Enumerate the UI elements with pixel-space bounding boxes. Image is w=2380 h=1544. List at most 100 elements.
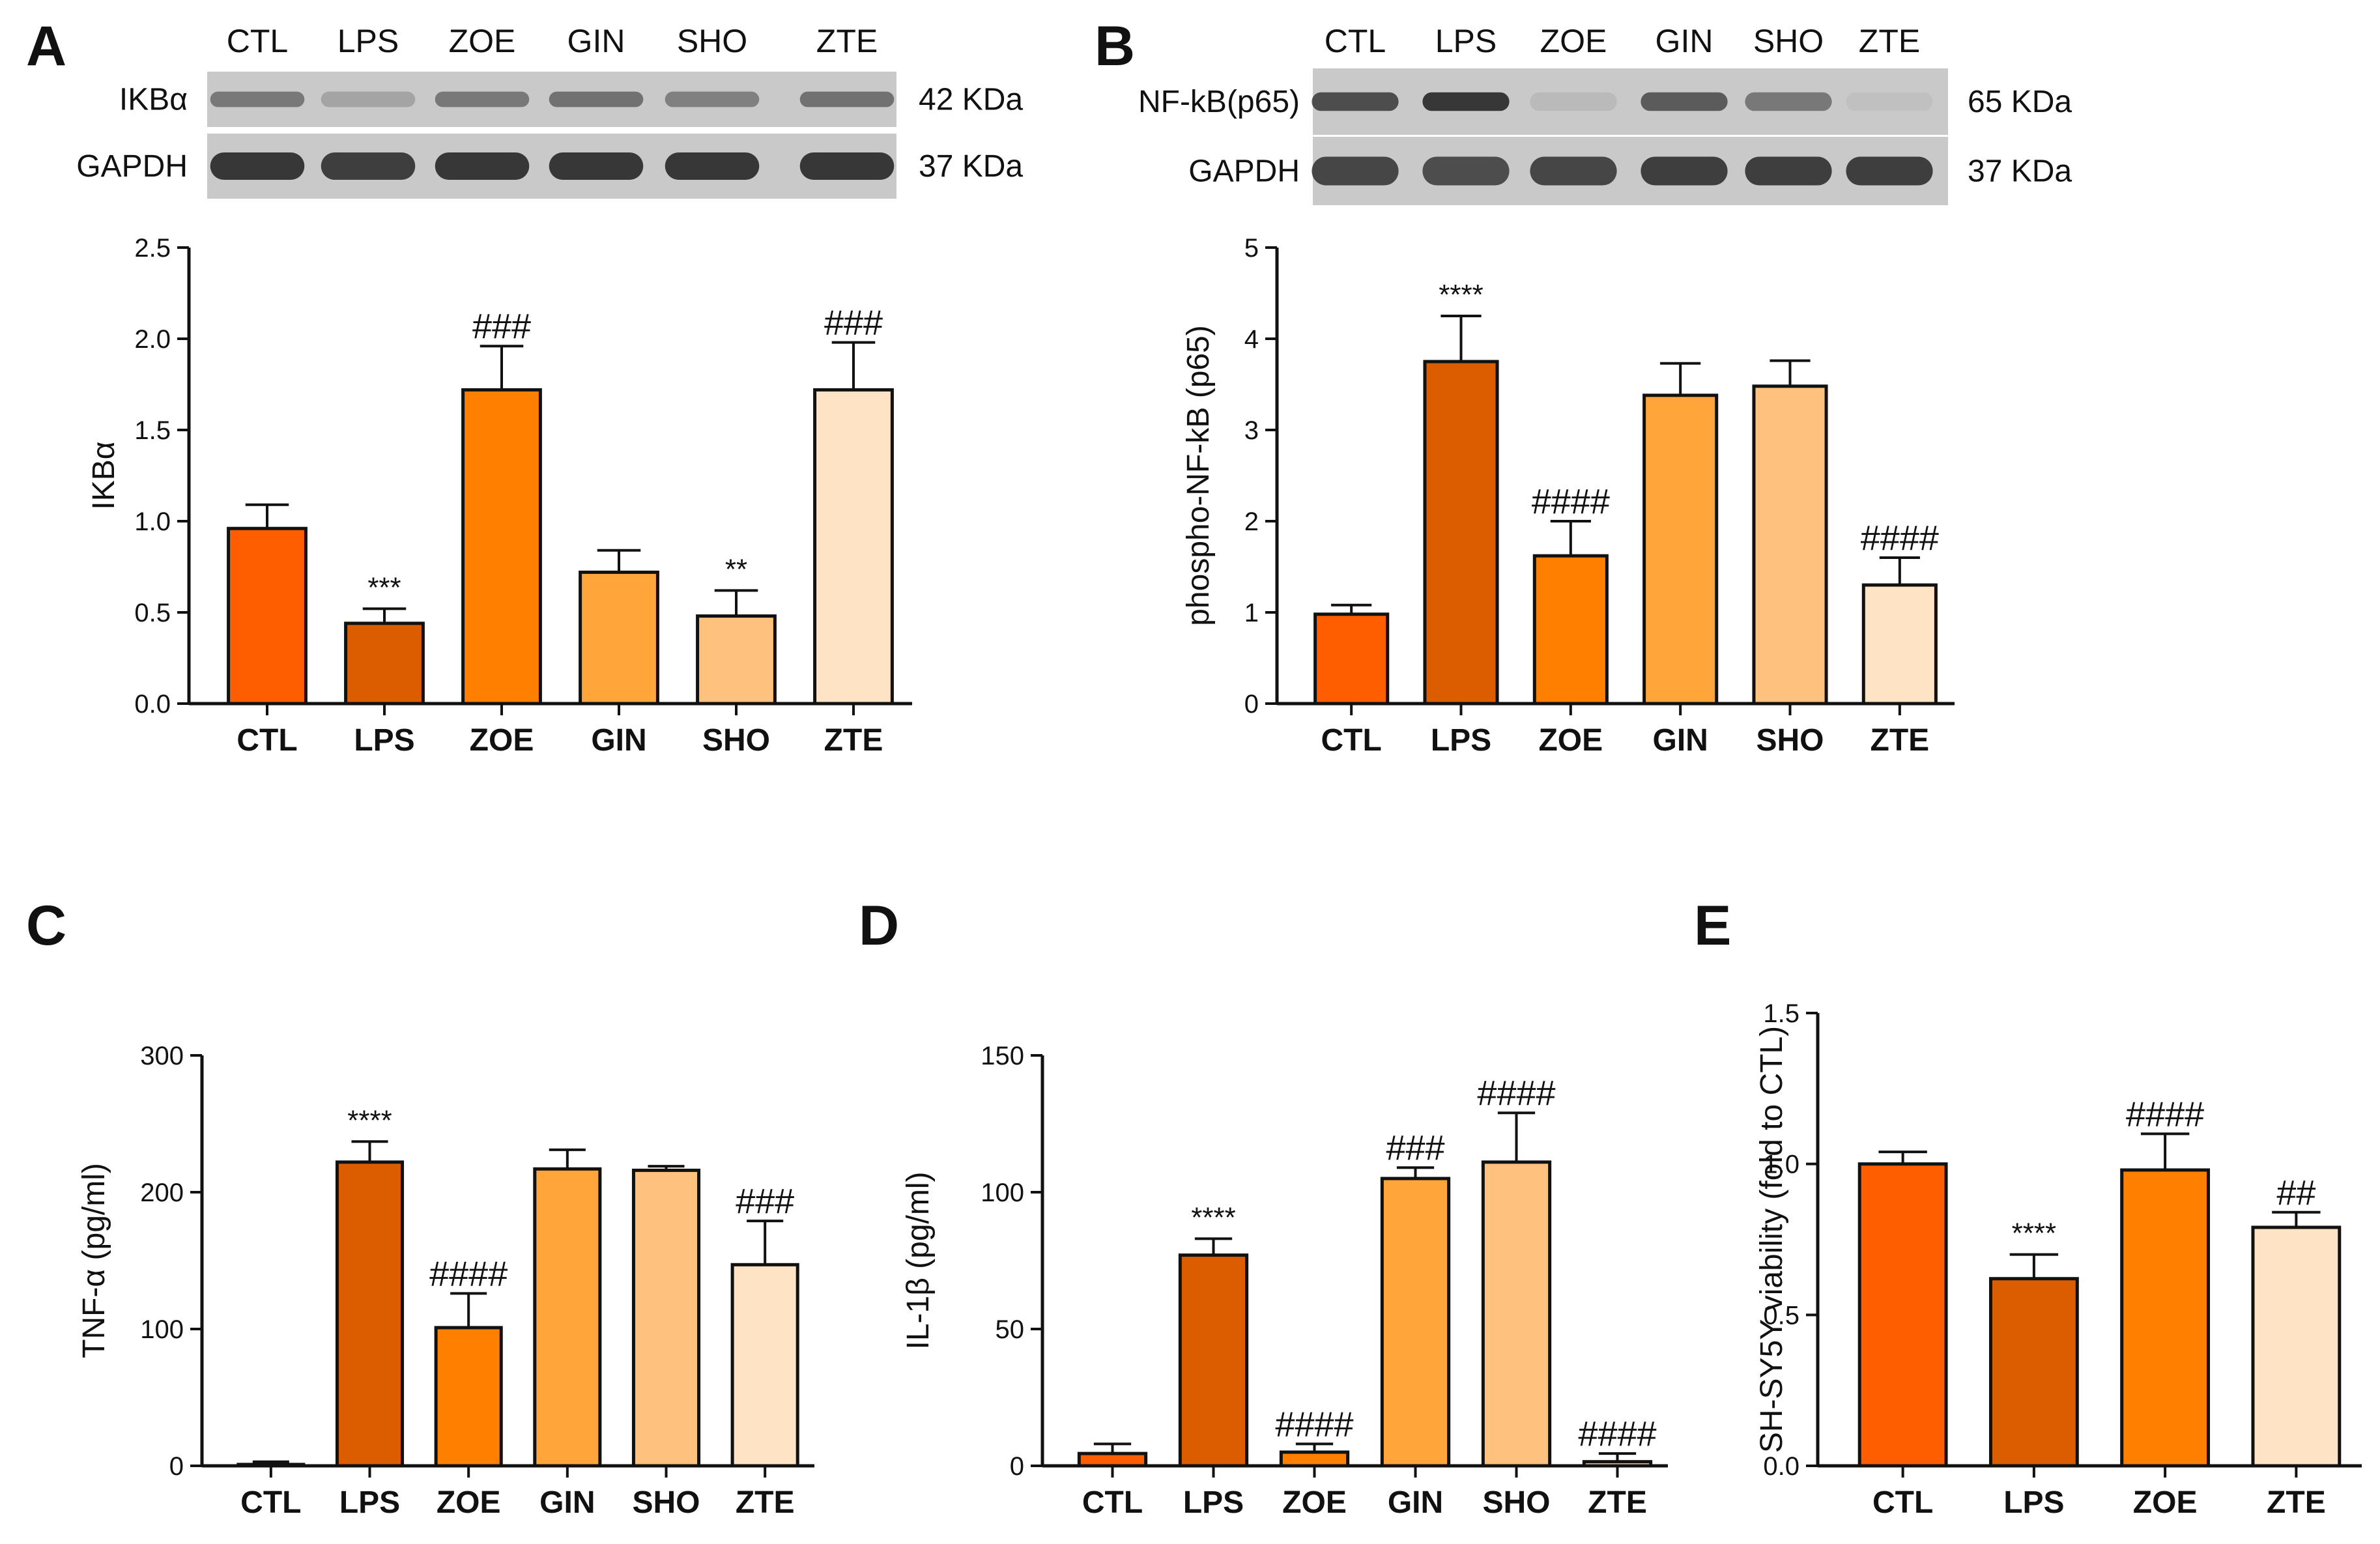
y-tick-label: 0 xyxy=(1010,1452,1024,1481)
western-blot-b: CTL LPS ZOE GIN SHO ZTE NF-kB(p65) 65 KDa GAPDH 3… xyxy=(1095,15,2072,205)
bar-zte xyxy=(1861,583,1938,706)
blot-band-gapdh-gin xyxy=(1641,156,1728,186)
significance-label-zoe: #### xyxy=(429,1254,508,1293)
blot-band-gapdh-ctl xyxy=(210,152,305,180)
panel-letter-b: B xyxy=(1095,15,1135,78)
x-tick-label-ctl: CTL xyxy=(1321,723,1382,758)
y-tick-label: 100 xyxy=(140,1315,184,1344)
y-tick-label: 0.0 xyxy=(134,690,171,719)
blot-protein-label: GAPDH xyxy=(1188,154,1300,189)
significance-label-zoe: #### xyxy=(1532,482,1610,521)
bar-gin xyxy=(533,1167,602,1468)
panel-letter-c: C xyxy=(26,894,66,957)
blot-band-nf-kb-p65--zte xyxy=(1846,92,1933,111)
bar-ctl xyxy=(1857,1162,1948,1468)
blot-band-gapdh-lps xyxy=(1422,156,1510,186)
x-tick-label-lps: LPS xyxy=(1183,1485,1244,1520)
blot-band-gapdh-sho xyxy=(665,152,760,180)
bar-chart-c: C 0 100 200 300 TNF-α (pg/ml) CTL LPS **** ZOE ###… xyxy=(26,894,814,1520)
significance-label-zte: ### xyxy=(736,1182,794,1221)
y-tick-label: 150 xyxy=(981,1042,1024,1070)
x-tick-label-sho: SHO xyxy=(1482,1485,1550,1520)
y-tick-label: 3 xyxy=(1244,416,1259,445)
x-tick-label-lps: LPS xyxy=(339,1485,400,1520)
x-tick-label-gin: GIN xyxy=(1388,1485,1443,1520)
bar-zte xyxy=(813,388,894,706)
y-tick-label: 0 xyxy=(169,1452,184,1481)
western-blot-a: CTL LPS ZOE GIN SHO ZTE IKBα 42 KDa GAPDH 37 KDa A xyxy=(26,15,1023,199)
significance-label-zte: ### xyxy=(824,304,883,343)
bar-ctl xyxy=(237,1463,306,1468)
y-tick-label: 0.0 xyxy=(1763,1452,1799,1481)
y-tick-label: 5 xyxy=(1244,234,1259,263)
bar-lps xyxy=(335,1160,405,1468)
significance-label-lps: **** xyxy=(1439,279,1484,311)
blot-band-nf-kb-p65--ctl xyxy=(1312,92,1399,111)
blot-lane-label-zoe: ZOE xyxy=(449,23,516,59)
x-tick-label-ctl: CTL xyxy=(237,723,297,758)
panel-letter-e: E xyxy=(1694,894,1731,957)
bar-gin xyxy=(579,570,659,706)
x-tick-label-zte: ZTE xyxy=(824,723,883,758)
blot-lane-label-sho: SHO xyxy=(677,23,747,59)
y-tick-label: 0.5 xyxy=(1763,1301,1799,1330)
blot-lane-label-ctl: CTL xyxy=(227,23,288,59)
blot-band-ikb--ctl xyxy=(210,91,305,107)
bar-lps xyxy=(1988,1277,2079,1468)
y-tick-label: 50 xyxy=(996,1315,1025,1344)
blot-band-gapdh-sho xyxy=(1745,156,1832,186)
bar-sho xyxy=(696,614,777,706)
blot-band-gapdh-zoe xyxy=(1530,156,1617,186)
bar-zte xyxy=(2251,1225,2342,1468)
blot-lane-label-zte: ZTE xyxy=(816,23,878,59)
blot-protein-label: GAPDH xyxy=(76,149,188,184)
blot-lane-label-lps: LPS xyxy=(1435,23,1497,59)
y-tick-label: 1.5 xyxy=(1763,999,1799,1028)
y-tick-label: 100 xyxy=(981,1179,1024,1207)
y-tick-label: 300 xyxy=(140,1042,184,1070)
bar-zoe xyxy=(434,1326,503,1468)
blot-band-gapdh-zte xyxy=(1846,156,1933,186)
x-tick-label-zoe: ZOE xyxy=(470,723,534,758)
x-tick-label-zoe: ZOE xyxy=(2133,1485,2198,1520)
bar-zoe xyxy=(1532,554,1609,706)
significance-label-zoe: ### xyxy=(472,307,531,346)
bar-sho xyxy=(631,1168,701,1468)
blot-size-label: 37 KDa xyxy=(1968,154,2072,189)
bar-sho xyxy=(1481,1160,1552,1468)
y-tick-label: 4 xyxy=(1244,325,1259,354)
blot-strip-gapdh xyxy=(1313,137,1948,205)
bar-zoe xyxy=(1279,1450,1350,1468)
significance-label-zoe: #### xyxy=(1275,1405,1353,1444)
blot-band-ikb--zte xyxy=(799,91,895,107)
significance-label-zoe: #### xyxy=(2126,1094,2204,1134)
blot-band-gapdh-zte xyxy=(799,152,895,180)
bar-lps xyxy=(1178,1253,1249,1468)
blot-band-gapdh-lps xyxy=(321,152,416,180)
blot-band-ikb--lps xyxy=(321,91,416,107)
bar-lps xyxy=(344,622,425,706)
x-tick-label-lps: LPS xyxy=(2003,1485,2064,1520)
blot-lane-label-zte: ZTE xyxy=(1859,23,1920,59)
blot-lane-label-ctl: CTL xyxy=(1325,23,1386,59)
x-tick-label-sho: SHO xyxy=(1756,723,1824,758)
bar-ctl xyxy=(1313,612,1390,706)
significance-label-lps: *** xyxy=(367,571,401,603)
significance-label-sho: ** xyxy=(725,553,747,585)
y-tick-label: 1.0 xyxy=(134,508,171,536)
blot-lane-label-zoe: ZOE xyxy=(1540,23,1607,59)
x-tick-label-zoe: ZOE xyxy=(1282,1485,1347,1520)
significance-label-gin: ### xyxy=(1386,1128,1444,1167)
x-tick-label-ctl: CTL xyxy=(1872,1485,1933,1520)
significance-label-lps: **** xyxy=(2012,1218,2057,1250)
significance-label-lps: **** xyxy=(1191,1201,1236,1233)
significance-label-lps: **** xyxy=(347,1104,392,1136)
blot-protein-label: NF-kB(p65) xyxy=(1138,85,1300,119)
blot-band-ikb--zoe xyxy=(435,91,530,107)
bar-chart-b: 0 1 2 3 4 5 phospho-NF-kB (p65) CTL LPS **** ZOE ##… xyxy=(1181,234,1955,758)
blot-band-gapdh-zoe xyxy=(435,152,530,180)
blot-lane-label-gin: GIN xyxy=(1656,23,1713,59)
bar-chart-a: 0.0 0.5 1.0 1.5 2.0 2.5 IKBα CTL LPS *** ZOE ### GIN… xyxy=(87,234,912,758)
bar-gin xyxy=(1380,1177,1451,1468)
bar-ctl xyxy=(1077,1451,1148,1468)
